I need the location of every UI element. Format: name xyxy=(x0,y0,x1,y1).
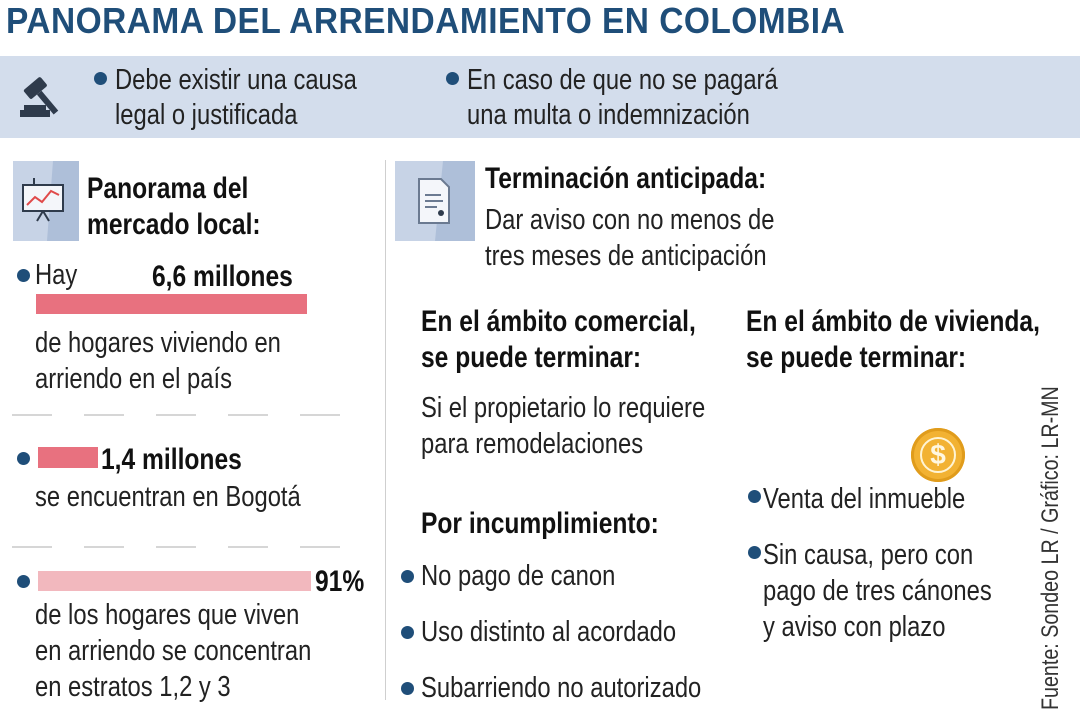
divider xyxy=(228,414,268,416)
breach-item: Uso distinto al acordado xyxy=(421,616,677,648)
divider xyxy=(228,546,268,548)
divider xyxy=(156,546,196,548)
bullet xyxy=(17,575,30,588)
breach-heading: Por incumplimiento: xyxy=(421,507,659,540)
termination-desc-line2: tres meses de anticipación xyxy=(485,240,767,272)
divider xyxy=(12,414,52,416)
banner xyxy=(0,56,1080,138)
divider xyxy=(84,546,124,548)
divider xyxy=(300,546,340,548)
stat2-desc-line1: se encuentran en Bogotá xyxy=(35,481,301,513)
bullet xyxy=(748,490,761,503)
banner-item1-line1: Debe existir una causa xyxy=(115,64,357,96)
bullet xyxy=(401,570,414,583)
stat3-desc-line1: de los hogares que viven xyxy=(35,599,300,631)
stat2-bar xyxy=(38,447,98,468)
bullet xyxy=(401,626,414,639)
source-note: Fuente: Sondeo LR / Gráfico: LR-MN xyxy=(1031,380,1077,714)
termination-desc-line1: Dar aviso con no menos de xyxy=(485,204,775,236)
divider xyxy=(84,414,124,416)
coin-symbol: $ xyxy=(920,437,956,473)
bullet xyxy=(748,546,761,559)
housing-heading-line2: se puede terminar: xyxy=(746,341,967,374)
bullet xyxy=(17,452,30,465)
bullet xyxy=(401,682,414,695)
document-icon xyxy=(395,161,475,241)
commercial-heading-line2: se puede terminar: xyxy=(421,341,642,374)
column-divider xyxy=(385,160,386,700)
stat1-desc-line2: arriendo en el país xyxy=(35,363,232,395)
stat3-value: 91% xyxy=(315,565,365,598)
housing-item2-line2: pago de tres cánones xyxy=(763,575,992,607)
divider xyxy=(156,414,196,416)
dollar-coin-icon: $ xyxy=(911,428,965,482)
bullet xyxy=(446,72,459,85)
bullet xyxy=(94,72,107,85)
housing-item2-line3: y aviso con plazo xyxy=(763,611,946,643)
breach-item: Subarriendo no autorizado xyxy=(421,672,702,704)
breach-item: No pago de canon xyxy=(421,560,616,592)
commercial-heading-line1: En el ámbito comercial, xyxy=(421,305,696,338)
source-text: Fuente: Sondeo LR / Gráfico: LR-MN xyxy=(1037,386,1064,710)
stat1-value: 6,6 millones xyxy=(152,260,293,293)
divider xyxy=(12,546,52,548)
stat3-desc-line3: en estratos 1,2 y 3 xyxy=(35,671,231,703)
stat1-bar xyxy=(36,294,307,314)
banner-item1-line2: legal o justificada xyxy=(115,99,298,131)
page-title: PANORAMA DEL ARRENDAMIENTO EN COLOMBIA xyxy=(6,0,846,41)
divider xyxy=(300,414,340,416)
stat1-prefix: Hay xyxy=(35,259,78,291)
banner-item2-line2: una multa o indemnización xyxy=(467,99,750,131)
stat3-desc-line2: en arriendo se concentran xyxy=(35,635,312,667)
stat3-bar xyxy=(38,571,311,591)
chart-presentation-icon xyxy=(13,161,79,241)
stat1-desc-line1: de hogares viviendo en xyxy=(35,327,281,359)
stat2-value: 1,4 millones xyxy=(101,443,242,476)
banner-item2-line1: En caso de que no se pagará xyxy=(467,64,778,96)
market-heading-line1: Panorama del xyxy=(87,172,249,205)
bullet xyxy=(17,269,30,282)
housing-item1: Venta del inmueble xyxy=(763,483,966,515)
gavel-icon xyxy=(14,70,70,126)
housing-item2-line1: Sin causa, pero con xyxy=(763,539,974,571)
commercial-desc-line1: Si el propietario lo requiere xyxy=(421,392,706,424)
commercial-desc-line2: para remodelaciones xyxy=(421,428,644,460)
housing-heading-line1: En el ámbito de vivienda, xyxy=(746,305,1040,338)
termination-heading: Terminación anticipada: xyxy=(485,162,767,195)
market-heading-line2: mercado local: xyxy=(87,208,261,241)
